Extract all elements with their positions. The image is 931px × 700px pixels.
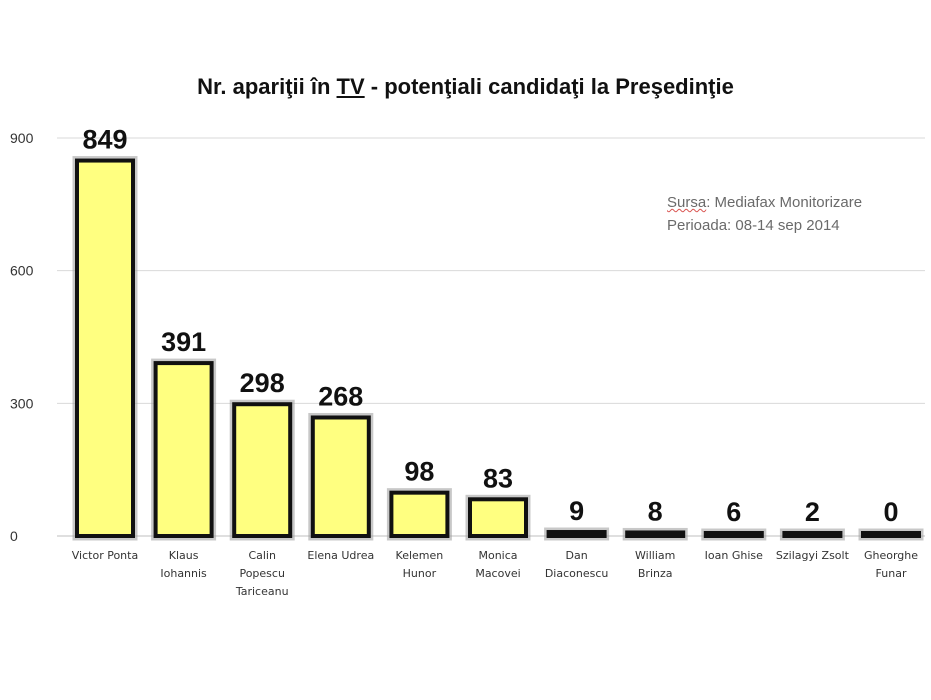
data-label: 0 — [883, 497, 898, 527]
category-label: Kelemen — [396, 549, 444, 562]
bar — [546, 530, 607, 539]
period-line: Perioada: 08-14 sep 2014 — [667, 217, 840, 234]
bar — [75, 158, 135, 538]
bar — [782, 531, 843, 538]
data-label: 98 — [404, 457, 434, 487]
category-label: Funar — [876, 567, 907, 580]
bar — [625, 530, 686, 538]
y-tick-label: 900 — [10, 130, 34, 146]
category-label: William — [635, 549, 675, 562]
y-tick-label: 0 — [10, 528, 18, 544]
category-label: Victor Ponta — [72, 549, 138, 562]
bar — [232, 402, 293, 538]
category-label: Iohannis — [160, 567, 207, 580]
source-value: : Mediafax Monitorizare — [706, 194, 863, 211]
category-label: Ioan Ghise — [705, 549, 763, 562]
category-label: Dan — [566, 549, 588, 562]
data-label: 849 — [82, 125, 127, 155]
category-label: Tariceanu — [235, 585, 289, 598]
category-label: Popescu — [239, 567, 284, 580]
source-note: Sursa: Mediafax Monitorizare Perioada: 0… — [667, 191, 862, 237]
bar — [468, 497, 528, 539]
category-label: Gheorghe — [864, 549, 918, 562]
labels-layer: 0 300 600 900 849 Victor Ponta 391 Klaus Iohanni… — [10, 125, 918, 598]
category-label: Calin — [248, 549, 276, 562]
data-label: 268 — [318, 381, 363, 411]
category-label: Szilagyi Zsolt — [776, 549, 850, 562]
bar — [703, 531, 764, 538]
y-tick-label: 300 — [10, 395, 34, 411]
data-label: 9 — [569, 496, 584, 526]
source-label: Sursa — [667, 194, 707, 211]
chart-title-tv: TV — [336, 74, 365, 99]
data-label: 2 — [805, 497, 820, 527]
source-line: Sursa: Mediafax Monitorizare — [667, 191, 862, 214]
data-label: 83 — [483, 463, 513, 493]
category-label: Elena Udrea — [307, 549, 374, 562]
bar — [389, 490, 450, 539]
chart-title: Nr. apariţii în TV - potenţiali candidaţ… — [0, 74, 931, 100]
category-label: Klaus — [169, 549, 199, 562]
y-tick-label: 600 — [10, 263, 34, 279]
bar — [861, 531, 921, 538]
data-label: 298 — [240, 368, 285, 398]
category-label: Monica — [478, 549, 517, 562]
bar — [310, 415, 371, 538]
category-label: Diaconescu — [545, 567, 609, 580]
data-label: 391 — [161, 327, 206, 357]
category-label: Hunor — [403, 567, 437, 580]
bar — [153, 361, 214, 539]
bars-layer — [72, 156, 924, 541]
chart-title-part-2: - potenţiali candidaţi la Preşedinţie — [364, 74, 734, 99]
category-label: Macovei — [475, 567, 520, 580]
chart-title-part-1: Nr. apariţii în — [197, 74, 337, 99]
data-label: 8 — [648, 496, 663, 526]
category-label: Brinza — [638, 567, 673, 580]
data-label: 6 — [726, 497, 741, 527]
